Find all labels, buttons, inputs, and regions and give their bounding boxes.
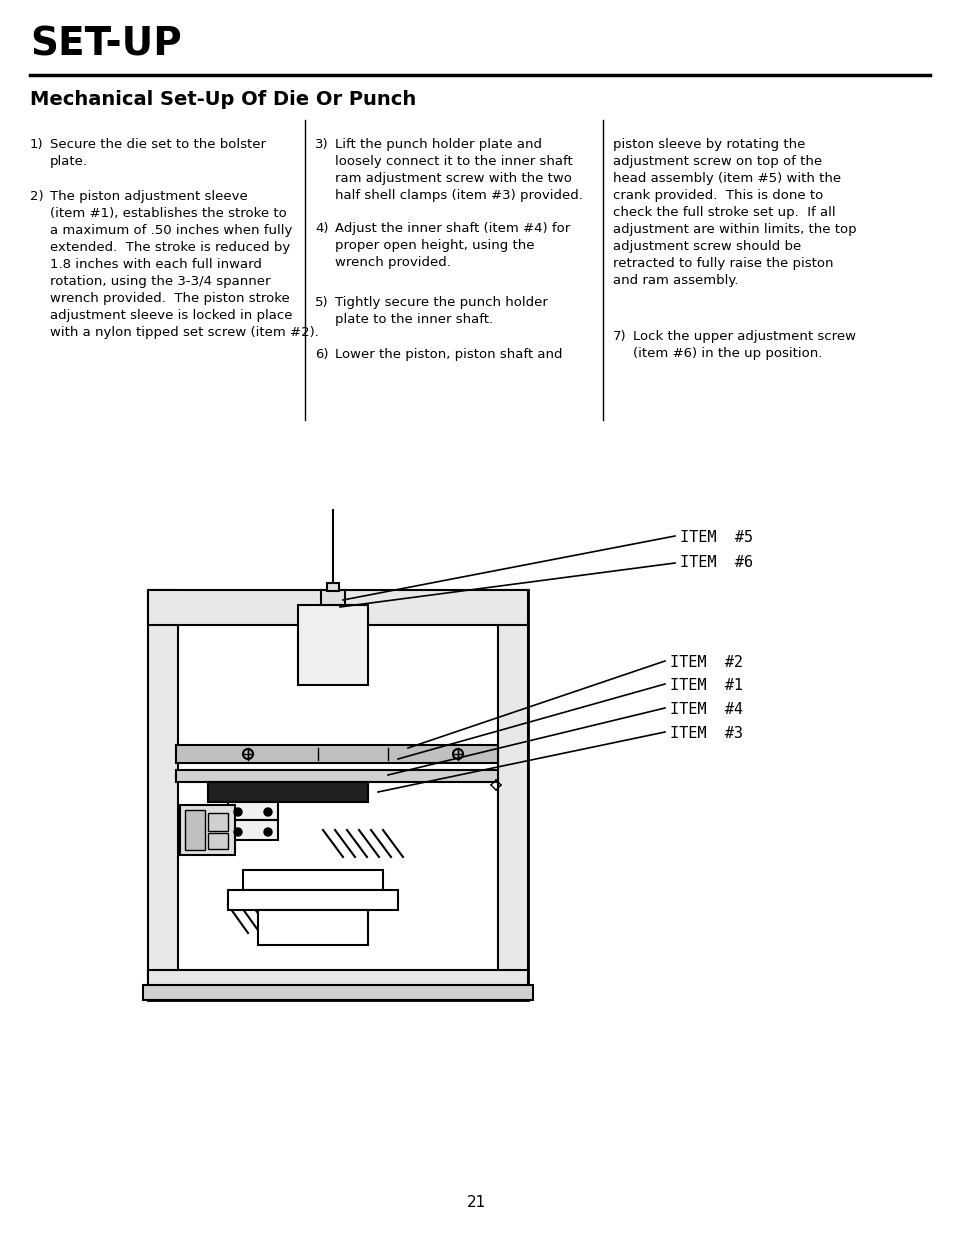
- Bar: [180, 805, 234, 855]
- Bar: [148, 969, 527, 1000]
- Circle shape: [233, 827, 242, 836]
- Text: Lift the punch holder plate and
loosely connect it to the inner shaft
ram adjust: Lift the punch holder plate and loosely …: [335, 138, 582, 203]
- Text: Lock the upper adjustment screw
(item #6) in the up position.: Lock the upper adjustment screw (item #6…: [633, 330, 855, 359]
- Circle shape: [264, 827, 272, 836]
- Bar: [175, 769, 497, 782]
- Bar: [228, 802, 277, 820]
- Bar: [228, 820, 277, 840]
- Bar: [175, 745, 497, 763]
- Bar: [185, 810, 205, 850]
- Text: 21: 21: [467, 1195, 486, 1210]
- Text: 7): 7): [613, 330, 626, 343]
- Bar: [208, 832, 228, 848]
- Text: Tightly secure the punch holder
plate to the inner shaft.: Tightly secure the punch holder plate to…: [335, 296, 547, 326]
- Text: The piston adjustment sleeve
(item #1), establishes the stroke to
a maximum of .: The piston adjustment sleeve (item #1), …: [50, 190, 318, 338]
- Circle shape: [233, 808, 242, 816]
- Text: ITEM  #2: ITEM #2: [669, 655, 742, 671]
- Bar: [148, 590, 178, 1000]
- Text: Mechanical Set-Up Of Die Or Punch: Mechanical Set-Up Of Die Or Punch: [30, 90, 416, 109]
- Text: 2): 2): [30, 190, 44, 203]
- Text: piston sleeve by rotating the
adjustment screw on top of the
head assembly (item: piston sleeve by rotating the adjustment…: [613, 138, 856, 287]
- Bar: [297, 605, 368, 685]
- Text: Adjust the inner shaft (item #4) for
proper open height, using the
wrench provid: Adjust the inner shaft (item #4) for pro…: [335, 222, 570, 269]
- Text: ITEM  #5: ITEM #5: [679, 530, 752, 545]
- Text: 1): 1): [30, 138, 44, 151]
- Circle shape: [264, 808, 272, 816]
- Text: 4): 4): [314, 222, 328, 235]
- Text: ITEM  #1: ITEM #1: [669, 678, 742, 693]
- Text: Lower the piston, piston shaft and: Lower the piston, piston shaft and: [335, 348, 562, 361]
- Bar: [327, 583, 338, 592]
- Text: Secure the die set to the bolster
plate.: Secure the die set to the bolster plate.: [50, 138, 266, 168]
- Text: 6): 6): [314, 348, 328, 361]
- Text: ITEM  #3: ITEM #3: [669, 726, 742, 741]
- Text: 5): 5): [314, 296, 328, 309]
- Text: ITEM  #6: ITEM #6: [679, 555, 752, 571]
- Bar: [148, 590, 527, 625]
- Bar: [243, 869, 382, 890]
- Bar: [320, 590, 345, 605]
- Bar: [143, 986, 533, 1000]
- Bar: [228, 890, 397, 910]
- Text: SET-UP: SET-UP: [30, 25, 182, 63]
- Text: 3): 3): [314, 138, 328, 151]
- Text: ITEM  #4: ITEM #4: [669, 701, 742, 718]
- Bar: [497, 590, 527, 1000]
- Bar: [208, 813, 228, 831]
- Bar: [148, 590, 527, 1000]
- Bar: [208, 782, 368, 802]
- Bar: [257, 910, 368, 945]
